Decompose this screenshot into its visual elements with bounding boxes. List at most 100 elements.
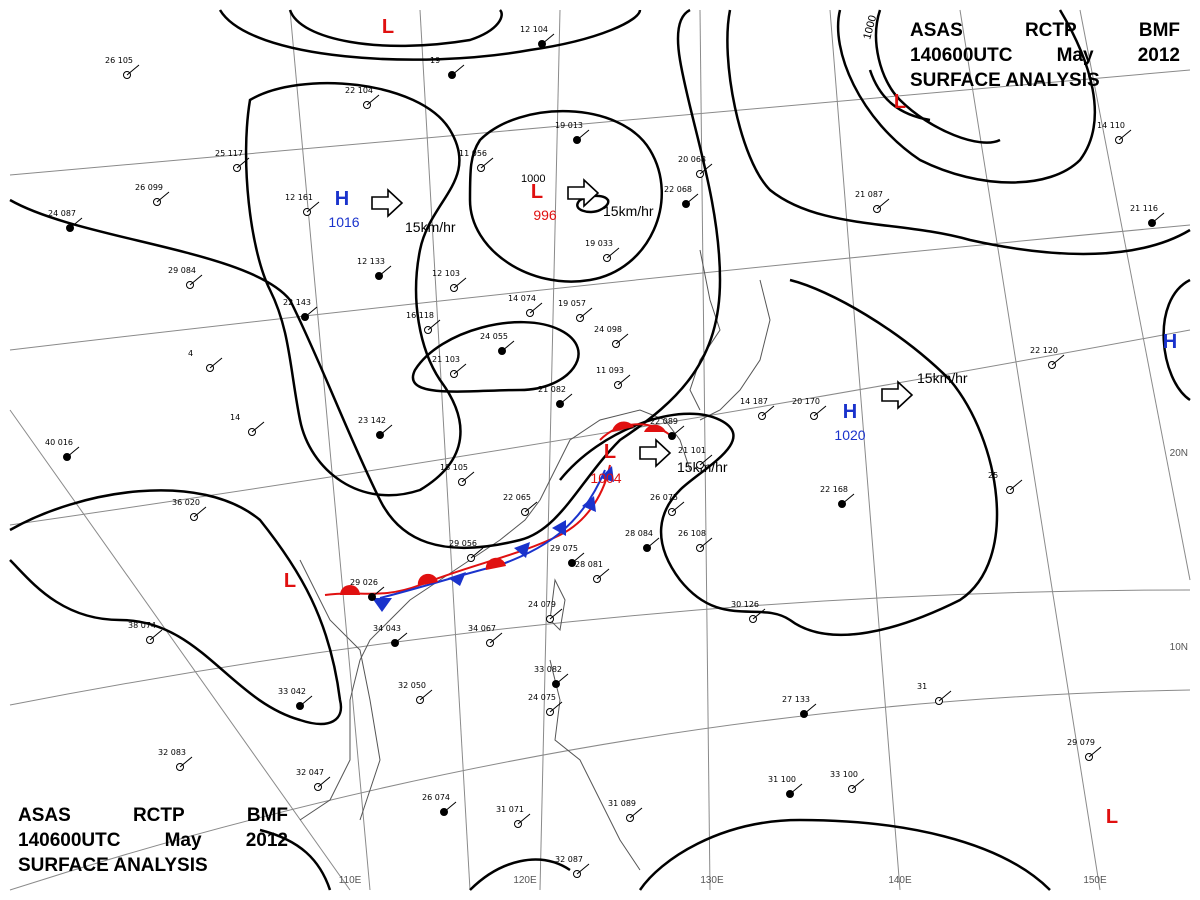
low-pressure-marker: L xyxy=(531,181,543,203)
station-data: 24 079 xyxy=(528,600,556,609)
wind-barb-icon xyxy=(629,807,643,819)
station-data: 29 084 xyxy=(168,266,196,275)
station-data: 4 xyxy=(188,349,193,358)
wind-barb-icon xyxy=(699,454,713,466)
isobar xyxy=(244,81,462,497)
wind-barb-icon xyxy=(501,340,515,352)
title-month: May xyxy=(164,830,202,851)
wind-barb-icon xyxy=(1051,354,1065,366)
motion-arrow-icon xyxy=(567,178,600,208)
station-data: 21 103 xyxy=(432,355,460,364)
station-data: 21 082 xyxy=(538,385,566,394)
station-data: 31 100 xyxy=(768,775,796,784)
wind-barb-icon xyxy=(156,191,170,203)
station-data: 24 087 xyxy=(48,209,76,218)
wind-barb-icon xyxy=(938,690,952,702)
station-data: 12 103 xyxy=(432,269,460,278)
station-data: 38 074 xyxy=(128,621,156,630)
station-data: 33 042 xyxy=(278,687,306,696)
wind-barb-icon xyxy=(699,163,713,175)
wind-barb-icon xyxy=(299,695,313,707)
isobar xyxy=(9,8,722,550)
station-data: 11 056 xyxy=(459,149,487,158)
wind-barb-icon xyxy=(571,552,585,564)
wind-barb-icon xyxy=(541,33,555,45)
station-data: 29 026 xyxy=(350,578,378,587)
coastline-japan xyxy=(699,279,771,421)
isobar xyxy=(874,9,1001,144)
wind-barb-icon xyxy=(617,374,631,386)
station-data: 26 075 xyxy=(650,493,678,502)
wind-barb-icon xyxy=(1151,212,1165,224)
wind-barb-icon xyxy=(524,501,538,513)
station-data: 32 050 xyxy=(398,681,426,690)
wind-barb-icon xyxy=(517,813,531,825)
high-pressure-marker: H xyxy=(1163,331,1177,353)
wind-barb-icon xyxy=(841,493,855,505)
title-product: BMF xyxy=(246,805,288,826)
station-data: 29 079 xyxy=(1067,738,1095,747)
wind-barb-icon xyxy=(876,198,890,210)
station-data: 16 118 xyxy=(406,311,434,320)
coastline-indochina xyxy=(299,559,381,821)
station-data: 19 xyxy=(430,56,440,65)
wind-barb-icon xyxy=(576,129,590,141)
wind-barb-icon xyxy=(453,363,467,375)
wind-barb-icon xyxy=(685,193,699,205)
wind-barb-icon xyxy=(66,446,80,458)
station-data: 34 043 xyxy=(373,624,401,633)
station-data: 19 057 xyxy=(558,299,586,308)
central-pressure: 1020 xyxy=(834,427,865,443)
isobar xyxy=(469,858,571,891)
longitude-label: 110E xyxy=(339,875,362,886)
coastline-korea xyxy=(689,249,721,411)
wind-barb-icon xyxy=(394,632,408,644)
station-data: 12 161 xyxy=(285,193,313,202)
wind-barb-icon xyxy=(606,247,620,259)
wind-barb-icon xyxy=(306,201,320,213)
station-data: 34 067 xyxy=(468,624,496,633)
wind-barb-icon xyxy=(549,701,563,713)
station-data: 22 065 xyxy=(503,493,531,502)
station-data: 31 071 xyxy=(496,805,524,814)
warm-front-bump xyxy=(485,557,506,570)
wind-barb-icon xyxy=(699,537,713,549)
wind-barb-icon xyxy=(470,547,484,559)
central-pressure: 1016 xyxy=(328,214,359,230)
station-data: 32 087 xyxy=(555,855,583,864)
wind-barb-icon xyxy=(149,629,163,641)
wind-barb-icon xyxy=(559,393,573,405)
station-data: 22 104 xyxy=(345,86,373,95)
latitude-line xyxy=(9,589,1191,706)
wind-barb-icon xyxy=(671,501,685,513)
wind-barb-icon xyxy=(427,319,441,331)
map-title-bottom: ASAS RCTP BMF 140600UTC May 2012 SURFACE ANA… xyxy=(18,803,288,878)
longitude-label: 120E xyxy=(513,875,537,886)
latitude-label: 20N xyxy=(1170,448,1188,459)
longitude-label: 130E xyxy=(700,875,724,886)
station-data: 32 047 xyxy=(296,768,324,777)
title-time: 140600UTC xyxy=(910,45,1013,66)
cold-front-tooth xyxy=(372,598,392,612)
station-data: 33 082 xyxy=(534,665,562,674)
cold-front-tooth xyxy=(514,542,530,558)
station-data: 22 089 xyxy=(650,417,678,426)
coastline-china xyxy=(299,409,691,821)
isobar xyxy=(1162,278,1191,402)
station-data: 14 xyxy=(230,413,240,422)
station-data: 21 101 xyxy=(678,446,706,455)
title-year: 2012 xyxy=(245,830,288,851)
station-data: 25 117 xyxy=(215,149,243,158)
latitude-line xyxy=(9,224,1191,351)
isobar xyxy=(836,9,1097,184)
isobar xyxy=(288,9,503,48)
wind-barb-icon xyxy=(813,405,827,417)
station-data: 22 068 xyxy=(664,185,692,194)
longitude-line xyxy=(419,9,471,891)
warm-front-bump xyxy=(644,424,666,432)
station-data: 24 075 xyxy=(528,693,556,702)
wind-barb-icon xyxy=(1088,746,1102,758)
wind-barb-icon xyxy=(529,302,543,314)
wind-barb-icon xyxy=(752,608,766,620)
station-data: 25 xyxy=(988,471,998,480)
